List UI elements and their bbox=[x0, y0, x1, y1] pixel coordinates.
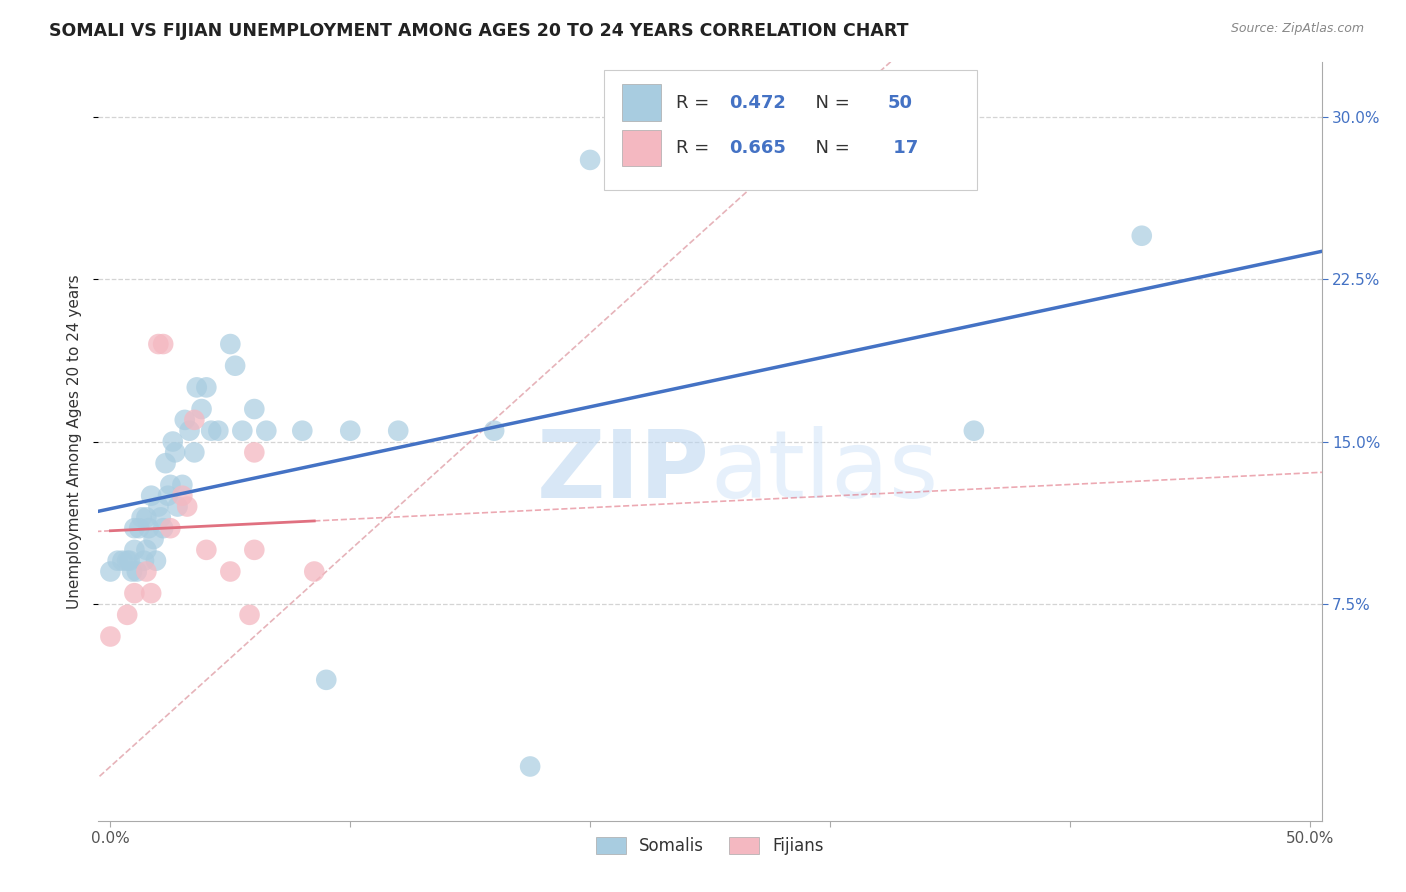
Text: R =: R = bbox=[676, 94, 714, 112]
Point bbox=[219, 565, 242, 579]
Point bbox=[124, 586, 146, 600]
Y-axis label: Unemployment Among Ages 20 to 24 years: Unemployment Among Ages 20 to 24 years bbox=[67, 274, 83, 609]
Point bbox=[135, 510, 157, 524]
Point bbox=[125, 565, 148, 579]
Point bbox=[159, 521, 181, 535]
Point bbox=[166, 500, 188, 514]
Text: atlas: atlas bbox=[710, 425, 938, 518]
Point bbox=[200, 424, 222, 438]
Text: 50: 50 bbox=[887, 94, 912, 112]
Point bbox=[482, 424, 505, 438]
Point bbox=[224, 359, 246, 373]
Point bbox=[172, 478, 194, 492]
Point bbox=[183, 413, 205, 427]
Text: 0.472: 0.472 bbox=[730, 94, 786, 112]
Point bbox=[141, 489, 163, 503]
Point bbox=[138, 521, 160, 535]
Point bbox=[291, 424, 314, 438]
Point bbox=[243, 402, 266, 417]
Point bbox=[195, 380, 218, 394]
Point bbox=[148, 500, 170, 514]
Point bbox=[165, 445, 187, 459]
Point bbox=[231, 424, 253, 438]
Point bbox=[115, 607, 138, 622]
Point bbox=[152, 337, 174, 351]
Point bbox=[142, 532, 165, 546]
Point bbox=[141, 586, 163, 600]
Text: N =: N = bbox=[804, 94, 856, 112]
Point bbox=[179, 424, 201, 438]
Point bbox=[159, 478, 181, 492]
Point bbox=[100, 565, 122, 579]
Point bbox=[172, 489, 194, 503]
Point bbox=[176, 500, 198, 514]
Point bbox=[155, 456, 177, 470]
Point bbox=[145, 554, 167, 568]
Point bbox=[519, 759, 541, 773]
Point bbox=[111, 554, 134, 568]
Point bbox=[243, 542, 266, 557]
Point bbox=[128, 521, 150, 535]
Bar bbox=[621, 85, 661, 120]
Text: 17: 17 bbox=[887, 139, 918, 157]
Point bbox=[162, 434, 184, 449]
Point bbox=[387, 424, 409, 438]
Legend: Somalis, Fijians: Somalis, Fijians bbox=[589, 830, 831, 862]
Point bbox=[186, 380, 208, 394]
Point bbox=[100, 630, 122, 644]
Point bbox=[963, 424, 986, 438]
Point bbox=[107, 554, 129, 568]
Point bbox=[115, 554, 138, 568]
Text: ZIP: ZIP bbox=[537, 425, 710, 518]
Point bbox=[118, 554, 141, 568]
Point bbox=[152, 521, 174, 535]
Point bbox=[1130, 228, 1153, 243]
Point bbox=[131, 510, 153, 524]
Point bbox=[132, 554, 155, 568]
Text: Source: ZipAtlas.com: Source: ZipAtlas.com bbox=[1230, 22, 1364, 36]
Point bbox=[579, 153, 602, 167]
Text: R =: R = bbox=[676, 139, 714, 157]
Point bbox=[238, 607, 260, 622]
Point bbox=[173, 413, 195, 427]
Point bbox=[190, 402, 212, 417]
Text: N =: N = bbox=[804, 139, 856, 157]
Point bbox=[156, 489, 179, 503]
Point bbox=[207, 424, 229, 438]
Point bbox=[149, 510, 172, 524]
Text: SOMALI VS FIJIAN UNEMPLOYMENT AMONG AGES 20 TO 24 YEARS CORRELATION CHART: SOMALI VS FIJIAN UNEMPLOYMENT AMONG AGES… bbox=[49, 22, 908, 40]
Point bbox=[219, 337, 242, 351]
Point bbox=[304, 565, 326, 579]
Point bbox=[135, 542, 157, 557]
FancyBboxPatch shape bbox=[603, 70, 977, 190]
Point bbox=[183, 445, 205, 459]
Point bbox=[254, 424, 277, 438]
Point bbox=[315, 673, 337, 687]
Point bbox=[124, 521, 146, 535]
Point bbox=[121, 565, 143, 579]
Bar bbox=[621, 130, 661, 166]
Point bbox=[195, 542, 218, 557]
Point bbox=[339, 424, 361, 438]
Point bbox=[243, 445, 266, 459]
Point bbox=[148, 337, 170, 351]
Point bbox=[124, 542, 146, 557]
Text: 0.665: 0.665 bbox=[730, 139, 786, 157]
Point bbox=[135, 565, 157, 579]
